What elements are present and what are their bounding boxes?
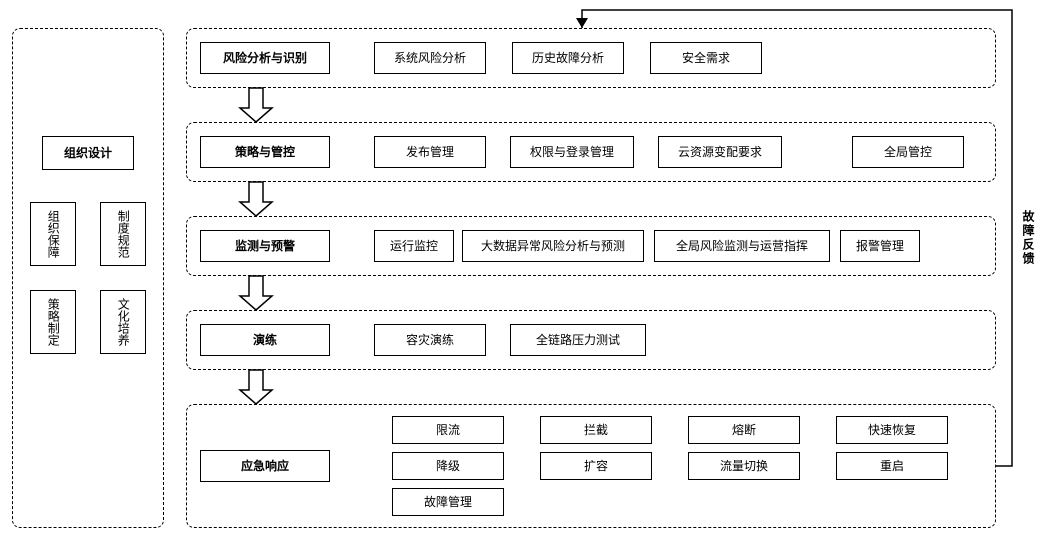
feedback-arrow	[0, 0, 1048, 540]
diagram-canvas: 组织设计组织保障制度规范策略制定文化培养风险分析与识别系统风险分析历史故障分析安…	[0, 0, 1048, 540]
feedback-label: 故障反馈	[1020, 210, 1037, 266]
